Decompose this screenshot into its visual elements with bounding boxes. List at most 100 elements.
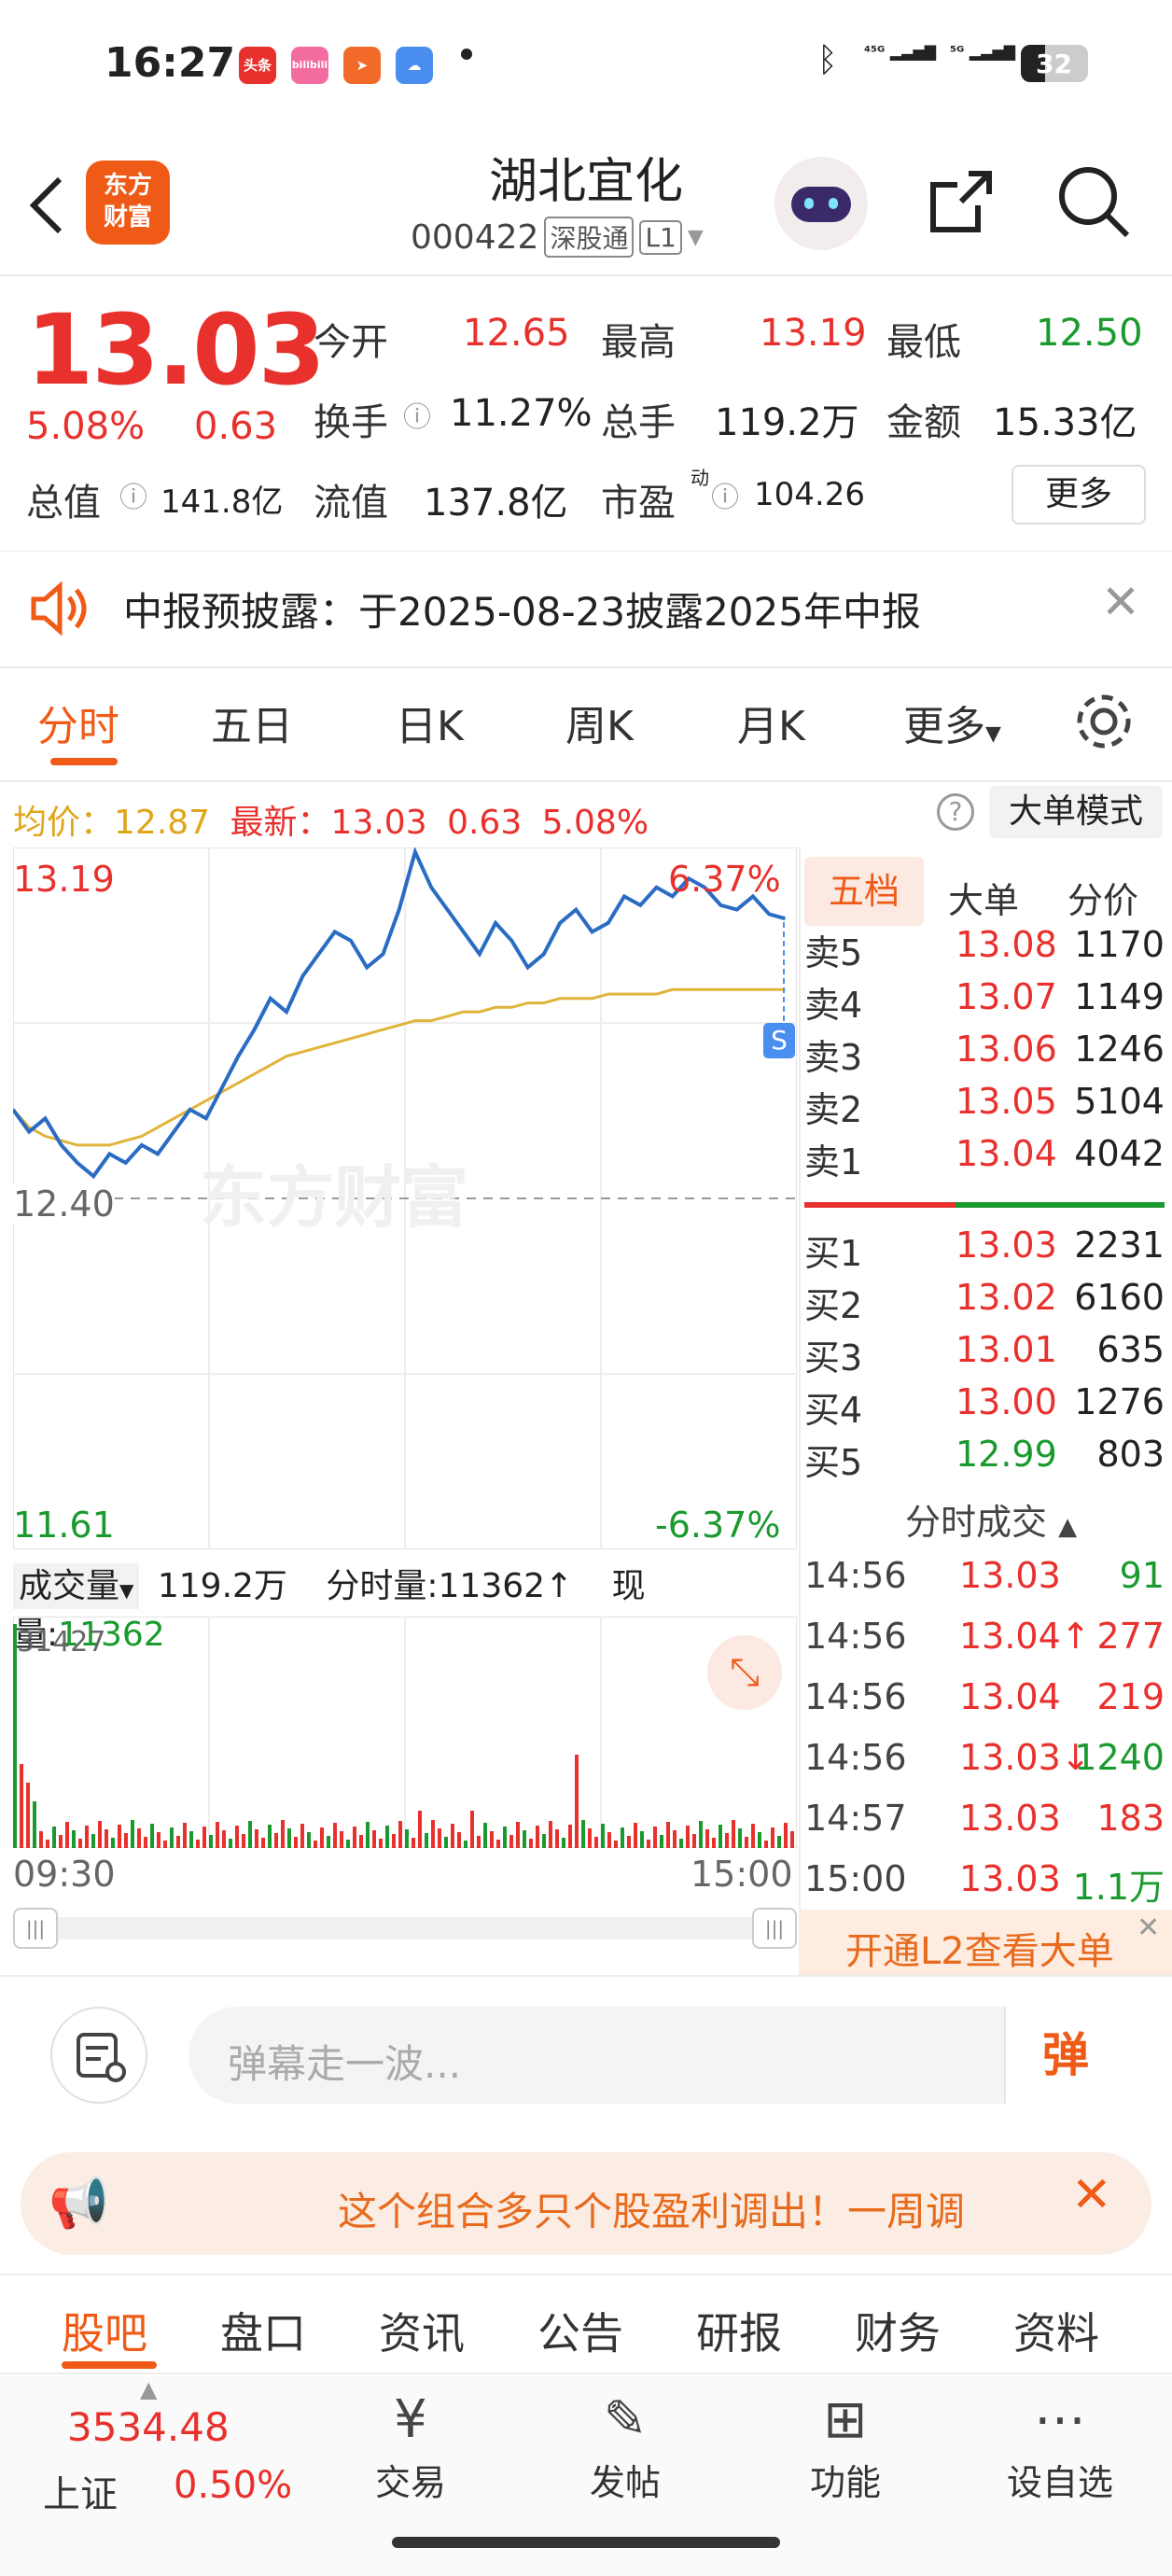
tab-monthly-k[interactable]: 月K bbox=[737, 703, 805, 750]
tab-five-day[interactable]: 五日 bbox=[211, 703, 293, 750]
settings-gear-icon[interactable] bbox=[1071, 689, 1137, 754]
tab-five-levels[interactable]: 五档 bbox=[804, 857, 924, 926]
info-icon-3[interactable]: ⓘ bbox=[711, 482, 739, 514]
robot-assistant-icon[interactable] bbox=[774, 157, 868, 250]
trade-price: 13.04↑ bbox=[959, 1616, 1091, 1657]
tab-price-dist[interactable]: 分价 bbox=[1067, 880, 1139, 921]
bilibili-app-icon: bilibili bbox=[291, 47, 328, 84]
volume-bar bbox=[699, 1821, 703, 1848]
float-label: 流值 bbox=[314, 482, 388, 525]
volume-bar bbox=[738, 1828, 742, 1848]
expand-icon[interactable]: ⤡ bbox=[707, 1635, 782, 1710]
help-icon[interactable]: ? bbox=[937, 793, 974, 831]
tab-more[interactable]: 更多▼ bbox=[903, 693, 1001, 752]
buy-level-price[interactable]: 13.02 bbox=[956, 1277, 1057, 1318]
scroll-handle-left[interactable]: ||| bbox=[13, 1908, 58, 1949]
volume-bar bbox=[464, 1841, 467, 1848]
price-line bbox=[13, 847, 786, 1180]
status-time: 16:27 bbox=[105, 39, 236, 87]
open-label: 今开 bbox=[314, 321, 388, 364]
x-label-end: 15:00 bbox=[691, 1854, 793, 1895]
danmu-input[interactable]: 弹幕走一波... 弹 bbox=[188, 2007, 1125, 2104]
low-label: 最低 bbox=[886, 321, 961, 364]
sell-level-label: 卖4 bbox=[804, 985, 863, 1026]
tab-daily-k[interactable]: 日K bbox=[396, 703, 464, 750]
now-volume-value: 11362 bbox=[58, 1616, 165, 1654]
nav-trade[interactable]: ¥ 交易 bbox=[364, 2389, 457, 2505]
sell-level-price[interactable]: 13.08 bbox=[956, 924, 1057, 965]
volume-selector[interactable]: 成交量▼ bbox=[13, 1563, 140, 1609]
big-order-mode-button[interactable]: 大单模式 bbox=[989, 786, 1163, 838]
close-icon[interactable]: ✕ bbox=[1101, 575, 1140, 629]
close-icon-2[interactable]: ✕ bbox=[1137, 1911, 1161, 1944]
volume-bar bbox=[65, 1822, 69, 1848]
danmu-settings-button[interactable] bbox=[50, 2007, 147, 2104]
sell-signal-marker[interactable]: S bbox=[763, 1023, 795, 1058]
tick-volume-label: 分时量: bbox=[326, 1567, 439, 1605]
caret-down-icon: ▼ bbox=[687, 225, 704, 249]
sub-tab[interactable]: 盘口 bbox=[220, 2308, 306, 2359]
share-icon[interactable] bbox=[924, 164, 998, 239]
volume-bar bbox=[91, 1834, 95, 1848]
sell-level-price[interactable]: 13.07 bbox=[956, 976, 1057, 1017]
l2-banner[interactable]: 开通L2查看大单 ✕ bbox=[799, 1910, 1172, 1975]
buy-level-price[interactable]: 13.00 bbox=[956, 1381, 1057, 1422]
volume-bar bbox=[627, 1836, 631, 1848]
speaker-icon bbox=[31, 581, 87, 637]
volume-total: 119.2万 bbox=[157, 1567, 287, 1605]
battery-level: 32 bbox=[1036, 49, 1072, 79]
volume-bar bbox=[307, 1832, 311, 1848]
scroll-handle-right[interactable]: ||| bbox=[752, 1908, 797, 1949]
open-value: 12.65 bbox=[463, 312, 570, 355]
sub-tab[interactable]: 股吧 bbox=[62, 2308, 147, 2359]
tab-big-orders[interactable]: 大单 bbox=[948, 880, 1020, 921]
amount-label: 金额 bbox=[886, 401, 961, 444]
sub-tab[interactable]: 财务 bbox=[855, 2308, 941, 2359]
promo-banner[interactable]: 📢 这个组合多只个股盈利调出！一周调 ✕ bbox=[21, 2152, 1151, 2255]
close-icon-3[interactable]: ✕ bbox=[1071, 2167, 1112, 2223]
sub-tab[interactable]: 公告 bbox=[537, 2308, 623, 2359]
buy-level-price[interactable]: 13.03 bbox=[956, 1225, 1057, 1266]
time-scrollbar[interactable]: ||| ||| bbox=[13, 1908, 797, 1949]
index-pct[interactable]: 0.50% bbox=[174, 2464, 293, 2507]
back-button[interactable] bbox=[21, 168, 77, 243]
home-indicator[interactable] bbox=[392, 2537, 780, 2548]
grid-apps-icon: ⊞ bbox=[823, 2389, 868, 2450]
nav-watchlist[interactable]: ⋯ 设自选 bbox=[995, 2389, 1125, 2505]
info-icon-2[interactable]: ⓘ bbox=[119, 482, 147, 514]
sell-level-price[interactable]: 13.04 bbox=[956, 1133, 1057, 1174]
nav-post[interactable]: ✎ 发帖 bbox=[579, 2389, 672, 2505]
buy-level-price[interactable]: 13.01 bbox=[956, 1329, 1057, 1370]
notification-dot-icon bbox=[461, 49, 472, 60]
index-name[interactable]: 上证 bbox=[43, 2473, 118, 2516]
more-button[interactable]: 更多 bbox=[1012, 465, 1146, 525]
sub-tab[interactable]: 资料 bbox=[1013, 2308, 1099, 2359]
volume-bar bbox=[725, 1833, 729, 1848]
tab-intraday[interactable]: 分时 bbox=[37, 703, 119, 750]
nav-functions[interactable]: ⊞ 功能 bbox=[799, 2389, 892, 2505]
tab-weekly-k[interactable]: 周K bbox=[565, 703, 634, 750]
info-icon[interactable]: ⓘ bbox=[403, 401, 431, 434]
nav-functions-label: 功能 bbox=[809, 2462, 881, 2503]
send-danmu-button[interactable]: 弹 bbox=[1004, 2007, 1125, 2104]
latest-value: 13.03 bbox=[330, 804, 427, 842]
search-icon[interactable] bbox=[1054, 162, 1133, 241]
change-pct: 5.08% bbox=[26, 405, 146, 448]
sell-level-price[interactable]: 13.05 bbox=[956, 1081, 1057, 1122]
volume-bar bbox=[477, 1836, 481, 1848]
sub-tab[interactable]: 研报 bbox=[696, 2308, 782, 2359]
buy-level-price[interactable]: 12.99 bbox=[956, 1434, 1057, 1475]
sub-tab[interactable]: 资讯 bbox=[379, 2308, 465, 2359]
intraday-price-chart[interactable]: 东方财富 bbox=[13, 847, 797, 1549]
notice-bar[interactable]: 中报预披露：于2025-08-23披露2025年中报 ✕ bbox=[0, 551, 1172, 666]
volume-bar bbox=[176, 1836, 180, 1848]
volume-chart[interactable] bbox=[13, 1617, 797, 1848]
sell-level-price[interactable]: 13.06 bbox=[956, 1029, 1057, 1070]
stock-code-row[interactable]: 000422 深股通 L1 ▼ bbox=[411, 217, 704, 258]
index-value[interactable]: 3534.48 bbox=[67, 2404, 230, 2450]
stock-code: 000422 bbox=[411, 217, 539, 257]
volume-bar bbox=[712, 1838, 716, 1848]
volume-bar bbox=[490, 1831, 494, 1848]
trades-title[interactable]: 分时成交 ▲ bbox=[905, 1493, 1077, 1545]
volume-bar bbox=[26, 1783, 30, 1848]
